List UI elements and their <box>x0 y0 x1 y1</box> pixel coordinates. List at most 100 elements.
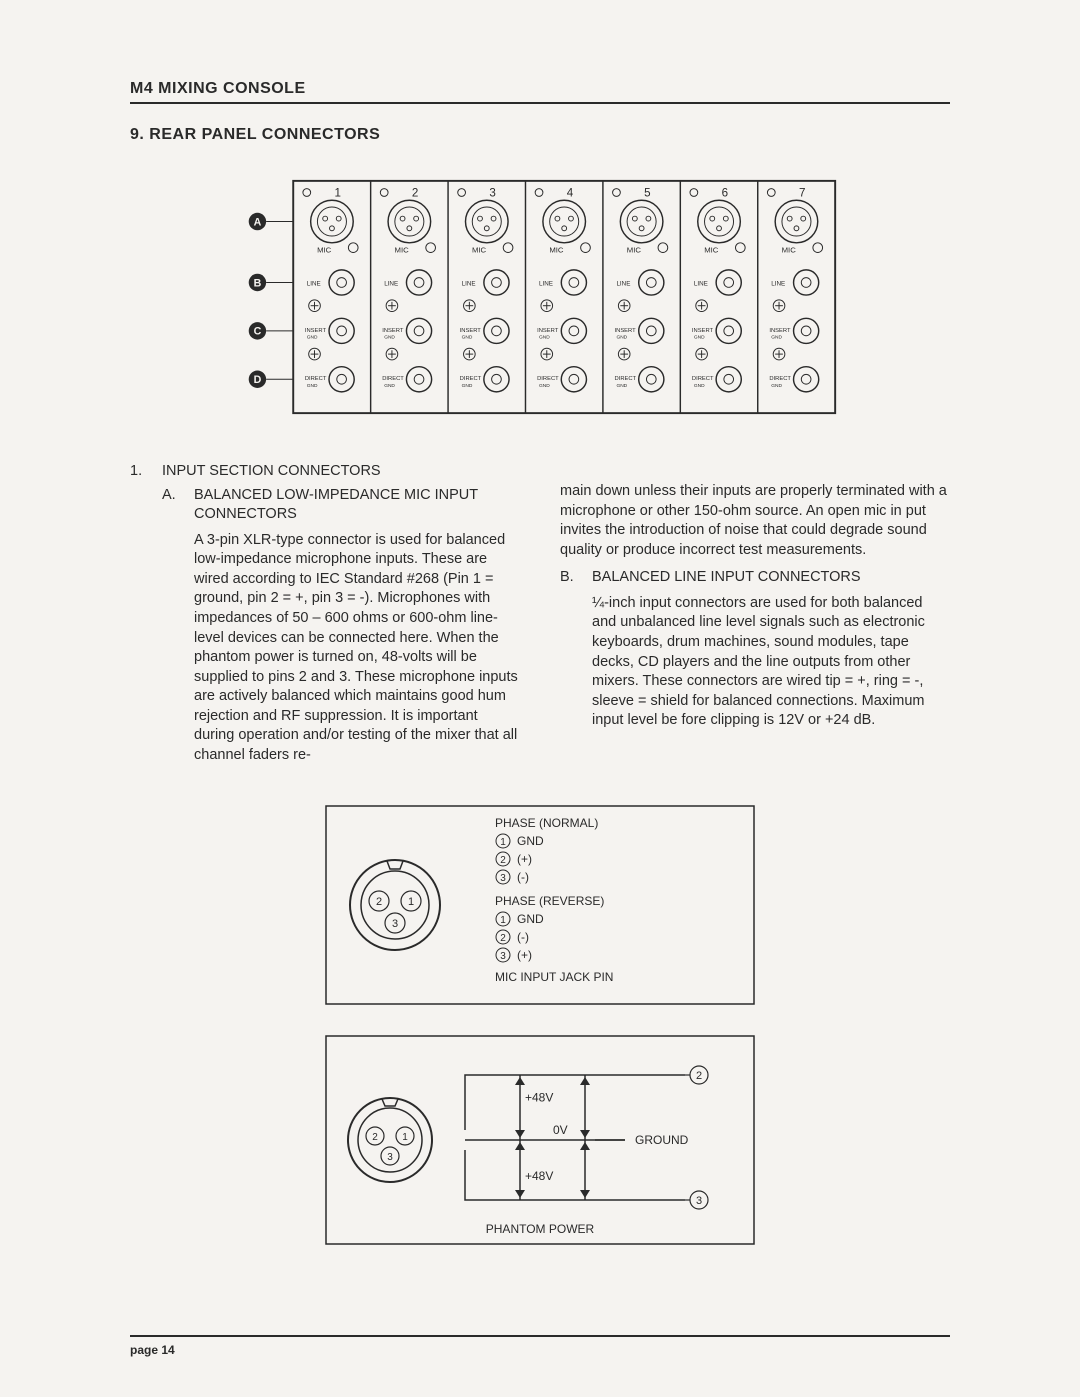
svg-text:GND: GND <box>517 834 544 848</box>
svg-text:DIRECT: DIRECT <box>615 376 637 382</box>
svg-text:LINE: LINE <box>771 280 785 287</box>
section-name: REAR PANEL CONNECTORS <box>149 126 380 143</box>
phantom-power-diagram: 213+48V+48V0VGROUND23PHANTOM POWER <box>325 1035 755 1245</box>
svg-text:PHASE (NORMAL): PHASE (NORMAL) <box>495 816 598 830</box>
svg-text:2: 2 <box>376 896 382 908</box>
right-column: main down unless their inputs are proper… <box>560 462 950 765</box>
svg-text:1: 1 <box>402 1132 408 1143</box>
svg-text:INSERT: INSERT <box>692 328 714 334</box>
svg-text:7: 7 <box>799 186 805 199</box>
svg-text:1: 1 <box>335 186 341 199</box>
svg-text:GND: GND <box>462 335 473 341</box>
svg-text:GND: GND <box>384 383 395 389</box>
svg-text:INSERT: INSERT <box>305 328 327 334</box>
svg-text:GND: GND <box>616 383 627 389</box>
svg-text:GND: GND <box>539 335 550 341</box>
svg-text:GND: GND <box>771 335 782 341</box>
pin-phase-diagram: 213PHASE (NORMAL)1GND2(+)3(-)PHASE (REVE… <box>325 805 755 1005</box>
section-number: 9. <box>130 126 144 143</box>
svg-text:1: 1 <box>408 896 414 908</box>
svg-text:MIC INPUT JACK PIN: MIC INPUT JACK PIN <box>495 970 613 984</box>
svg-text:B: B <box>254 277 262 289</box>
svg-text:4: 4 <box>567 186 574 199</box>
sub-a-continuation: main down unless their inputs are proper… <box>560 482 950 560</box>
svg-text:1: 1 <box>500 837 506 848</box>
svg-text:INSERT: INSERT <box>615 328 637 334</box>
svg-text:0V: 0V <box>553 1123 568 1137</box>
svg-text:LINE: LINE <box>694 280 708 287</box>
svg-text:LINE: LINE <box>307 280 321 287</box>
svg-text:GND: GND <box>539 383 550 389</box>
svg-text:LINE: LINE <box>462 280 476 287</box>
svg-text:GND: GND <box>307 335 318 341</box>
text-columns: 1. INPUT SECTION CONNECTORS A. BALANCED … <box>130 462 950 765</box>
svg-text:+48V: +48V <box>525 1169 553 1183</box>
svg-text:(+): (+) <box>517 948 532 962</box>
svg-text:3: 3 <box>696 1195 702 1207</box>
svg-text:INSERT: INSERT <box>769 328 791 334</box>
svg-text:3: 3 <box>489 186 495 199</box>
svg-text:GND: GND <box>462 383 473 389</box>
svg-text:INSERT: INSERT <box>460 328 482 334</box>
svg-text:3: 3 <box>500 873 506 884</box>
svg-text:DIRECT: DIRECT <box>460 376 482 382</box>
svg-text:MIC: MIC <box>472 245 487 254</box>
svg-text:GND: GND <box>771 383 782 389</box>
svg-text:+48V: +48V <box>525 1091 553 1105</box>
svg-text:GND: GND <box>694 383 705 389</box>
svg-text:1: 1 <box>500 915 506 926</box>
left-column: 1. INPUT SECTION CONNECTORS A. BALANCED … <box>130 462 520 765</box>
svg-text:MIC: MIC <box>395 245 410 254</box>
sub-a-body: A 3-pin XLR-type connector is used for b… <box>194 531 520 766</box>
svg-text:D: D <box>254 374 262 386</box>
sub-b-body: ¼-inch input connectors are used for bot… <box>592 594 950 731</box>
sub-a-title: BALANCED LOW-IMPEDANCE MIC INPUT CONNECT… <box>194 486 520 525</box>
sub-a-letter: A. <box>162 486 180 766</box>
page-number: page 14 <box>130 1343 175 1357</box>
svg-text:GROUND: GROUND <box>635 1133 689 1147</box>
svg-text:LINE: LINE <box>384 280 398 287</box>
svg-text:C: C <box>254 326 262 338</box>
svg-text:2: 2 <box>500 933 506 944</box>
svg-text:INSERT: INSERT <box>382 328 404 334</box>
svg-text:2: 2 <box>500 855 506 866</box>
svg-text:PHANTOM POWER: PHANTOM POWER <box>486 1222 595 1236</box>
item-title: INPUT SECTION CONNECTORS <box>162 462 520 482</box>
svg-text:GND: GND <box>517 912 544 926</box>
svg-text:GND: GND <box>384 335 395 341</box>
svg-text:DIRECT: DIRECT <box>382 376 404 382</box>
svg-text:5: 5 <box>644 186 650 199</box>
svg-text:2: 2 <box>696 1070 702 1082</box>
svg-text:MIC: MIC <box>782 245 797 254</box>
rear-panel-diagram: 1MICLINEINSERTGNDDIRECTGND2MICLINEINSERT… <box>240 172 840 422</box>
svg-text:GND: GND <box>307 383 318 389</box>
svg-text:LINE: LINE <box>616 280 630 287</box>
sub-b-title: BALANCED LINE INPUT CONNECTORS <box>592 568 950 588</box>
sub-b-letter: B. <box>560 568 578 731</box>
svg-text:MIC: MIC <box>549 245 564 254</box>
svg-text:(-): (-) <box>517 870 529 884</box>
svg-text:2: 2 <box>412 186 418 199</box>
svg-text:PHASE (REVERSE): PHASE (REVERSE) <box>495 894 604 908</box>
svg-text:3: 3 <box>500 951 506 962</box>
svg-text:A: A <box>254 216 262 228</box>
svg-text:GND: GND <box>694 335 705 341</box>
svg-text:DIRECT: DIRECT <box>769 376 791 382</box>
item-number: 1. <box>130 462 148 765</box>
svg-text:DIRECT: DIRECT <box>537 376 559 382</box>
svg-text:2: 2 <box>372 1132 378 1143</box>
page-footer: page 14 <box>130 1335 950 1357</box>
svg-text:(-): (-) <box>517 930 529 944</box>
svg-text:DIRECT: DIRECT <box>692 376 714 382</box>
svg-text:MIC: MIC <box>704 245 719 254</box>
svg-text:MIC: MIC <box>627 245 642 254</box>
svg-text:DIRECT: DIRECT <box>305 376 327 382</box>
svg-text:3: 3 <box>392 918 398 930</box>
svg-text:LINE: LINE <box>539 280 553 287</box>
section-title: 9. REAR PANEL CONNECTORS <box>130 126 950 144</box>
header-title: M4 MIXING CONSOLE <box>130 80 950 104</box>
svg-text:6: 6 <box>722 186 728 199</box>
svg-text:3: 3 <box>387 1152 393 1163</box>
svg-text:(+): (+) <box>517 852 532 866</box>
svg-text:GND: GND <box>616 335 627 341</box>
